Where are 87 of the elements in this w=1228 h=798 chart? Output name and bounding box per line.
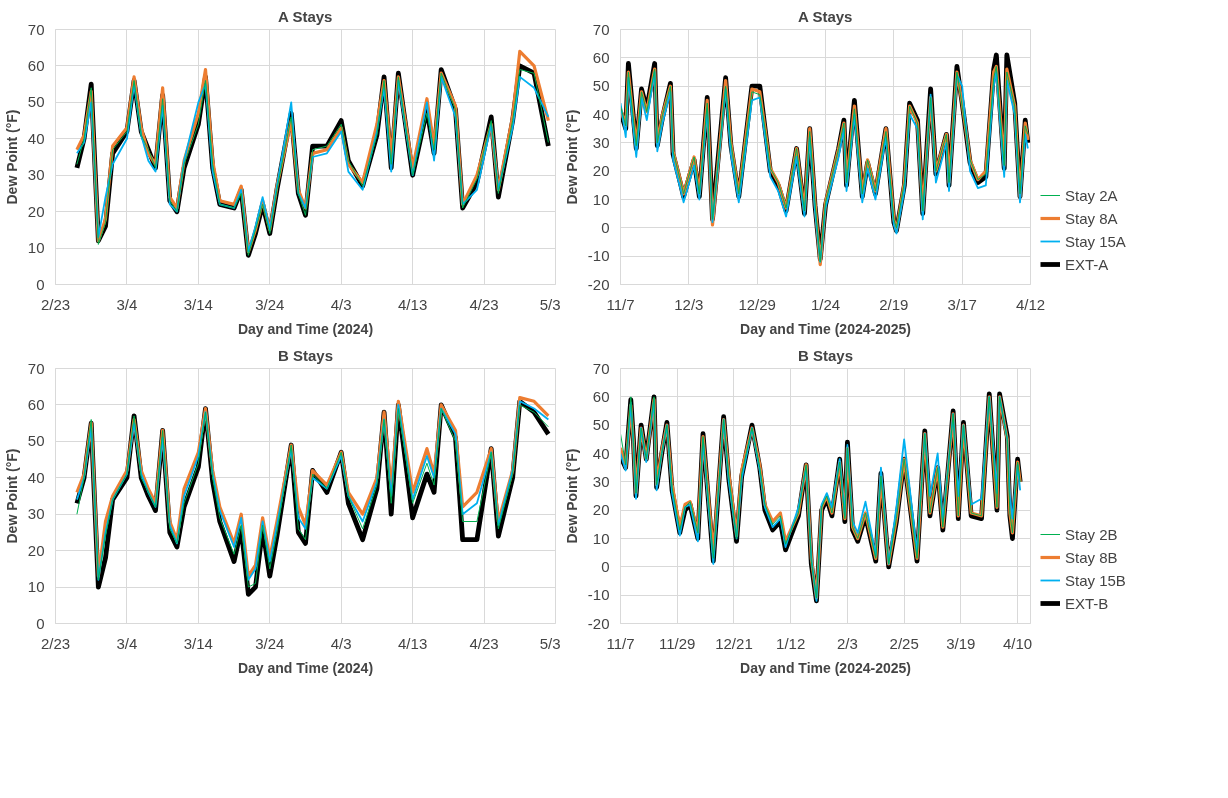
x-tick-label: 5/3: [539, 295, 561, 313]
y-tick-label: 50: [27, 432, 45, 450]
x-tick-label: 3/24: [255, 295, 285, 313]
legend-label: Stay 15B: [1065, 571, 1126, 589]
y-axis-title: Dew Point (°F): [3, 109, 20, 205]
x-tick-label: 2/19: [879, 295, 909, 313]
y-tick-label: 40: [27, 129, 45, 147]
x-tick-label: 2/25: [889, 634, 919, 652]
y-tick-label: 0: [601, 218, 610, 236]
y-tick-label: 30: [592, 133, 610, 151]
y-tick-label: -20: [587, 614, 610, 632]
x-tick-label: 3/19: [946, 634, 976, 652]
x-tick-label: 12/3: [674, 295, 704, 313]
x-axis-title: Day and Time (2024-2025): [740, 659, 911, 676]
y-tick-label: 30: [592, 472, 610, 490]
legend-label: Stay 8A: [1065, 209, 1118, 227]
y-tick-label: 60: [27, 56, 45, 74]
x-tick-label: 1/24: [810, 295, 841, 313]
x-axis-title: Day and Time (2024): [237, 320, 374, 337]
x-tick-label: 4/13: [398, 295, 428, 313]
y-tick-label: 60: [592, 48, 610, 66]
y-tick-label: 10: [592, 190, 610, 208]
y-axis-title: Dew Point (°F): [3, 448, 20, 544]
x-tick-label: 3/14: [183, 295, 213, 313]
y-tick-label: 70: [592, 359, 610, 377]
x-axis-title: Day and Time (2024-2025): [740, 320, 911, 337]
y-tick-label: 60: [592, 387, 610, 405]
y-tick-label: 50: [27, 93, 45, 111]
legend-label: EXT-B: [1065, 594, 1109, 612]
y-tick-label: 40: [27, 468, 45, 486]
legend-label: Stay 8B: [1065, 548, 1118, 566]
y-tick-label: -10: [587, 247, 610, 265]
x-tick-label: 4/3: [330, 295, 352, 313]
x-tick-label: 4/23: [469, 634, 499, 652]
x-tick-label: 12/21: [715, 634, 753, 652]
x-tick-label: 4/3: [330, 634, 352, 652]
y-tick-label: 20: [27, 541, 45, 559]
x-tick-label: 11/7: [606, 634, 635, 652]
x-tick-label: 5/3: [539, 634, 561, 652]
y-tick-label: 20: [592, 162, 610, 180]
x-tick-label: 4/23: [469, 295, 499, 313]
x-tick-label: 3/4: [116, 295, 138, 313]
y-tick-label: 70: [27, 359, 45, 377]
y-tick-label: 0: [36, 614, 45, 632]
x-tick-label: 2/3: [836, 634, 858, 652]
y-tick-label: 0: [601, 557, 610, 575]
y-tick-label: 50: [592, 77, 610, 95]
y-tick-label: 10: [592, 529, 610, 547]
x-tick-label: 11/7: [606, 295, 635, 313]
y-tick-label: -10: [587, 586, 610, 604]
x-tick-label: 3/14: [183, 634, 213, 652]
x-tick-label: 1/12: [776, 634, 806, 652]
x-tick-label: 2/23: [40, 634, 71, 652]
legend-label: Stay 2B: [1065, 525, 1118, 543]
y-tick-label: 10: [27, 239, 45, 257]
y-tick-label: -20: [587, 275, 610, 293]
chart-title: A Stays: [797, 7, 853, 25]
y-tick-label: 20: [27, 202, 45, 220]
y-tick-label: 30: [27, 505, 45, 523]
y-tick-label: 40: [592, 444, 610, 462]
x-tick-label: 12/29: [738, 295, 776, 313]
x-tick-label: 3/4: [116, 634, 138, 652]
y-tick-label: 20: [592, 501, 610, 519]
chart-title: B Stays: [797, 346, 854, 364]
y-tick-label: 40: [592, 105, 610, 123]
x-tick-label: 4/13: [398, 634, 428, 652]
x-tick-label: 3/24: [255, 634, 285, 652]
chart-title: A Stays: [277, 7, 333, 25]
y-tick-label: 50: [592, 416, 610, 434]
x-tick-label: 3/17: [947, 295, 977, 313]
y-tick-label: 70: [27, 20, 45, 38]
y-tick-label: 70: [592, 20, 610, 38]
y-tick-label: 60: [27, 395, 45, 413]
legend-label: Stay 15A: [1065, 232, 1126, 250]
y-tick-label: 10: [27, 578, 45, 596]
chart-title: B Stays: [277, 346, 334, 364]
legend-label: EXT-A: [1065, 255, 1109, 273]
x-axis-title: Day and Time (2024): [237, 659, 374, 676]
y-axis-title: Dew Point (°F): [563, 109, 580, 205]
y-axis-title: Dew Point (°F): [563, 448, 580, 544]
x-tick-label: 4/12: [1015, 295, 1046, 313]
x-tick-label: 4/10: [1003, 634, 1033, 652]
legend-label: Stay 2A: [1065, 186, 1118, 204]
x-tick-label: 2/23: [40, 295, 71, 313]
y-tick-label: 30: [27, 166, 45, 184]
x-tick-label: 11/29: [659, 634, 696, 652]
y-tick-label: 0: [36, 275, 45, 293]
